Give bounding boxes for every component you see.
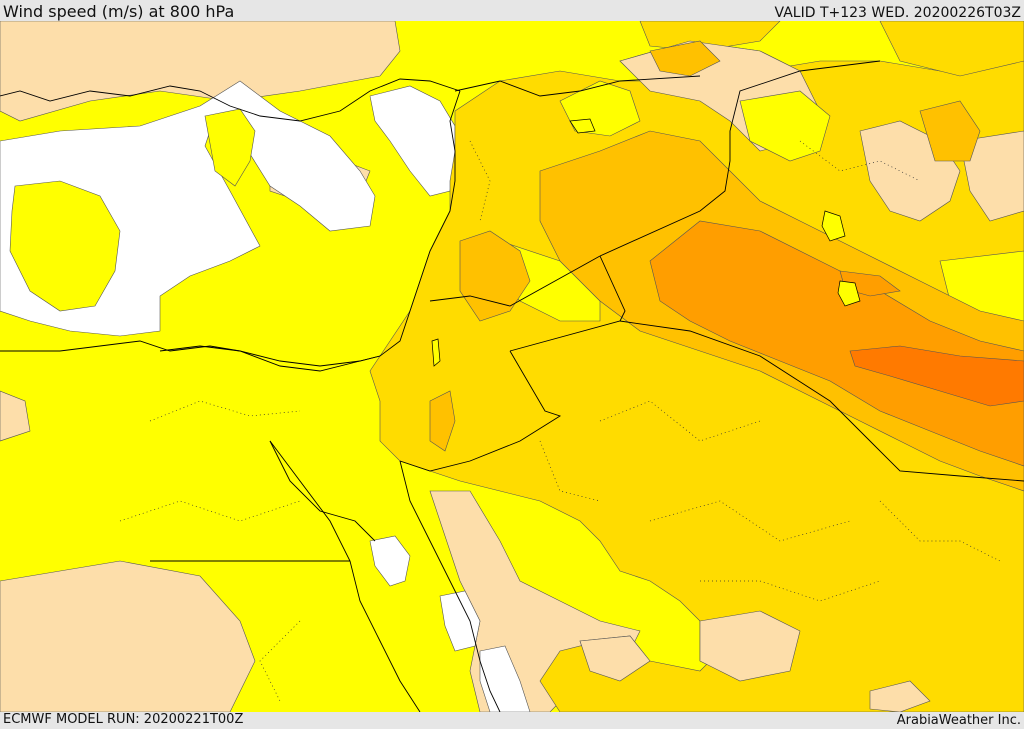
lake-dead-sea — [431, 338, 441, 367]
borders — [0, 60, 1024, 712]
coast-turkey — [0, 78, 461, 122]
border-turkey-syria — [454, 75, 701, 97]
amber-northeast — [919, 100, 981, 162]
tan-west-edge — [0, 390, 31, 442]
white-gulf-aqaba — [369, 535, 411, 587]
credit: ArabiaWeather Inc. — [896, 713, 1021, 728]
tan-sw-egypt — [0, 560, 256, 712]
border-syria-jordan — [429, 255, 601, 307]
orange-jet — [649, 220, 1024, 467]
lake-assad — [569, 118, 596, 134]
model-run: ECMWF MODEL RUN: 20200221T00Z — [3, 712, 244, 727]
map-title: Wind speed (m/s) at 800 hPa — [3, 2, 235, 21]
gold-north-blob — [879, 21, 1024, 77]
coast-red-sea-west — [269, 440, 421, 712]
white-red-sea-south — [439, 590, 481, 652]
yellow-blob-west — [9, 180, 121, 312]
gold-northeast — [639, 21, 781, 52]
valid-time: VALID T+123 WED. 20200226T03Z — [774, 5, 1021, 21]
map-panel[interactable] — [0, 21, 1024, 712]
amber-syria — [459, 230, 531, 322]
border-syria-iraq — [599, 60, 881, 257]
border-jordan-iraq — [599, 255, 626, 322]
amber-north-strip — [649, 40, 721, 77]
footer-bar: ECMWF MODEL RUN: 20200221T00Z ArabiaWeat… — [0, 712, 1024, 729]
border-iraq-saudi — [509, 320, 1024, 482]
coast-levant — [419, 90, 461, 282]
coast-gulf-suez — [269, 440, 376, 542]
coast-red-sea-east — [399, 460, 501, 712]
border-jordan-saudi — [399, 350, 562, 472]
amber-jordan-strip — [429, 390, 456, 452]
deep-orange-core — [849, 345, 1024, 407]
header-bar: Wind speed (m/s) at 800 hPa VALID T+123 … — [0, 0, 1024, 21]
gold-areas — [369, 21, 1024, 712]
lake-tharthar — [821, 210, 846, 242]
wind-speed-map[interactable] — [0, 21, 1024, 712]
yellow-blobs — [9, 108, 256, 312]
lake-habbaniyah — [837, 280, 861, 307]
coast-egypt — [159, 280, 421, 372]
lakes — [431, 118, 861, 367]
dotted-lines — [119, 140, 1001, 702]
border-egypt-libya — [0, 340, 381, 367]
